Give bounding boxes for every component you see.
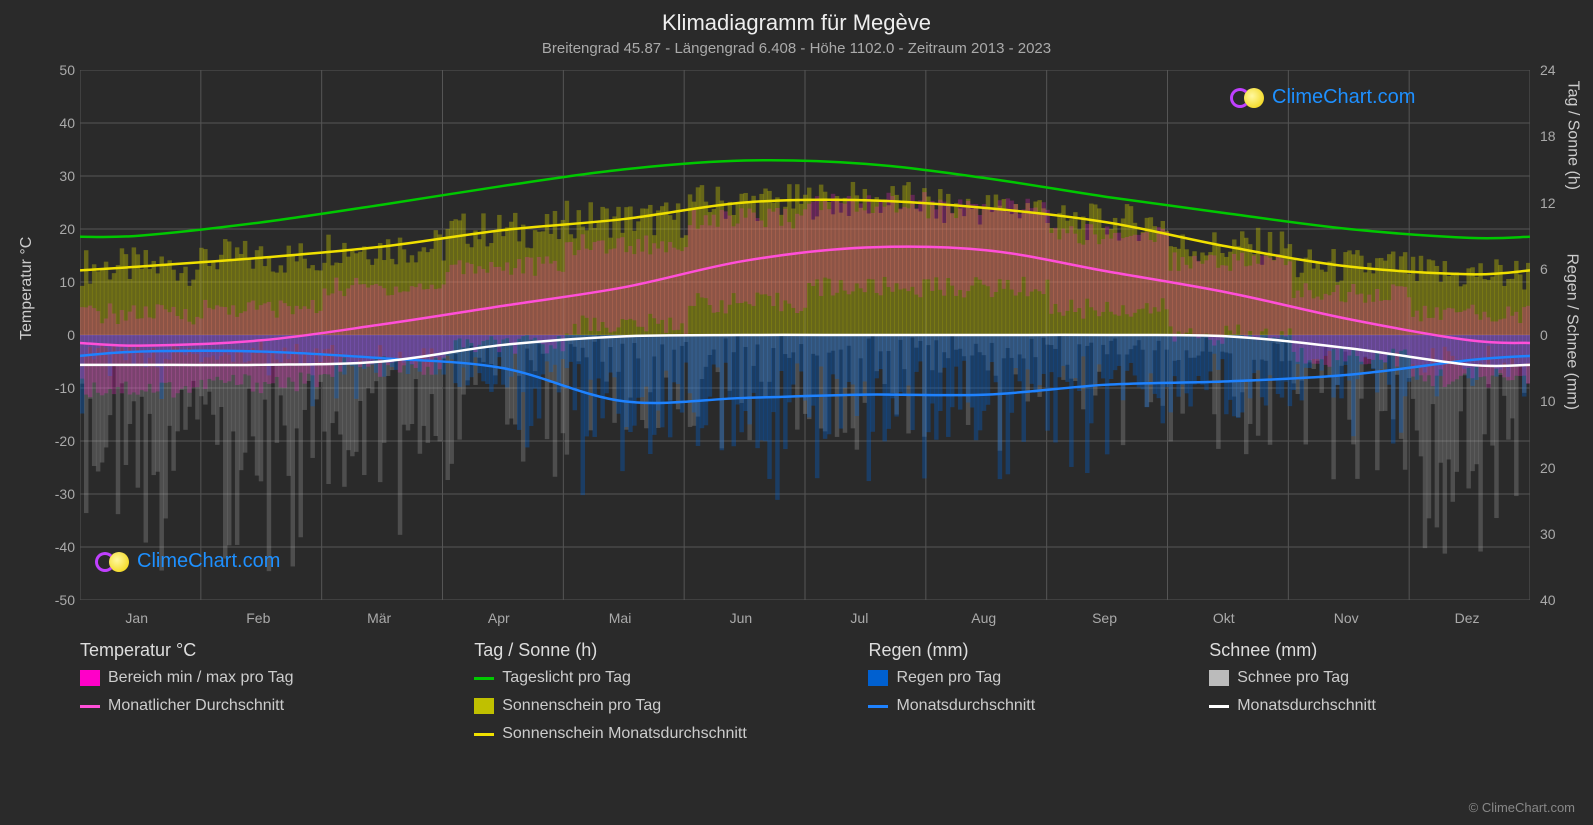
tick-month: Apr — [488, 610, 510, 626]
legend-label: Monatlicher Durchschnitt — [108, 697, 284, 715]
axis-label-sun: Tag / Sonne (h) — [1563, 81, 1581, 190]
legend-item: Sonnenschein pro Tag — [474, 697, 848, 715]
legend-group: Temperatur °C Bereich min / max pro Tag Mo… — [80, 640, 454, 753]
tick-month: Jul — [850, 610, 868, 626]
tick-month: Jun — [730, 610, 753, 626]
tick-sun: 0 — [1540, 327, 1548, 343]
climechart-logo-icon — [95, 551, 131, 573]
legend-label: Tageslicht pro Tag — [502, 669, 631, 687]
legend-swatch — [474, 733, 494, 736]
legend-group: Regen (mm) Regen pro Tag Monatsdurchschnit… — [868, 640, 1189, 753]
tick-temp: 50 — [35, 62, 75, 78]
tick-precip: 20 — [1540, 460, 1556, 476]
tick-sun: 18 — [1540, 128, 1556, 144]
legend-swatch — [474, 677, 494, 680]
legend-label: Sonnenschein Monatsdurchschnitt — [502, 725, 747, 743]
legend-swatch — [1209, 670, 1229, 686]
climechart-logo-icon — [1230, 87, 1266, 109]
legend-item: Regen pro Tag — [868, 669, 1189, 687]
legend-label: Bereich min / max pro Tag — [108, 669, 294, 687]
legend-group-title: Schnee (mm) — [1209, 640, 1530, 661]
tick-month: Nov — [1334, 610, 1359, 626]
legend-item: Monatlicher Durchschnitt — [80, 697, 454, 715]
legend-group-title: Regen (mm) — [868, 640, 1189, 661]
legend-swatch — [868, 670, 888, 686]
tick-temp: 10 — [35, 274, 75, 290]
legend-item: Sonnenschein Monatsdurchschnitt — [474, 725, 848, 743]
legend-item: Monatsdurchschnitt — [868, 697, 1189, 715]
tick-month: Jan — [125, 610, 148, 626]
tick-temp: 30 — [35, 168, 75, 184]
watermark-text: ClimeChart.com — [137, 550, 280, 573]
tick-sun: 24 — [1540, 62, 1556, 78]
legend-label: Regen pro Tag — [896, 669, 1001, 687]
legend-swatch — [80, 670, 100, 686]
legend-group-title: Temperatur °C — [80, 640, 454, 661]
chart-plot-area — [80, 70, 1530, 600]
legend-group-title: Tag / Sonne (h) — [474, 640, 848, 661]
tick-month: Mär — [367, 610, 391, 626]
watermark: ClimeChart.com — [1230, 86, 1415, 109]
chart-subtitle: Breitengrad 45.87 - Längengrad 6.408 - H… — [0, 40, 1593, 57]
legend: Temperatur °C Bereich min / max pro Tag Mo… — [80, 640, 1530, 753]
axis-label-temperature: Temperatur °C — [18, 237, 36, 340]
legend-swatch — [868, 705, 888, 708]
watermark-text: ClimeChart.com — [1272, 86, 1415, 109]
legend-item: Schnee pro Tag — [1209, 669, 1530, 687]
tick-month: Mai — [609, 610, 632, 626]
tick-temp: 20 — [35, 221, 75, 237]
tick-temp: -30 — [35, 486, 75, 502]
axis-label-precip: Regen / Schnee (mm) — [1563, 253, 1581, 410]
tick-temp: -50 — [35, 592, 75, 608]
legend-swatch — [474, 698, 494, 714]
tick-sun: 12 — [1540, 195, 1556, 211]
legend-item: Bereich min / max pro Tag — [80, 669, 454, 687]
legend-item: Tageslicht pro Tag — [474, 669, 848, 687]
legend-label: Monatsdurchschnitt — [896, 697, 1035, 715]
tick-month: Feb — [246, 610, 270, 626]
tick-temp: -20 — [35, 433, 75, 449]
tick-month: Dez — [1455, 610, 1480, 626]
tick-sun: 6 — [1540, 261, 1548, 277]
tick-month: Okt — [1213, 610, 1235, 626]
legend-group: Tag / Sonne (h) Tageslicht pro Tag Sonnens… — [474, 640, 848, 753]
legend-swatch — [1209, 705, 1229, 708]
legend-group: Schnee (mm) Schnee pro Tag Monatsdurchschn… — [1209, 640, 1530, 753]
tick-precip: 30 — [1540, 526, 1556, 542]
chart-title: Klimadiagramm für Megève — [0, 10, 1593, 36]
tick-temp: 0 — [35, 327, 75, 343]
legend-swatch — [80, 705, 100, 708]
legend-item: Monatsdurchschnitt — [1209, 697, 1530, 715]
legend-label: Monatsdurchschnitt — [1237, 697, 1376, 715]
legend-label: Sonnenschein pro Tag — [502, 697, 661, 715]
tick-temp: 40 — [35, 115, 75, 131]
legend-label: Schnee pro Tag — [1237, 669, 1349, 687]
tick-month: Aug — [971, 610, 996, 626]
tick-temp: -10 — [35, 380, 75, 396]
tick-month: Sep — [1092, 610, 1117, 626]
tick-temp: -40 — [35, 539, 75, 555]
copyright-text: © ClimeChart.com — [1469, 800, 1575, 815]
tick-precip: 10 — [1540, 393, 1556, 409]
watermark: ClimeChart.com — [95, 550, 280, 573]
tick-precip: 40 — [1540, 592, 1556, 608]
